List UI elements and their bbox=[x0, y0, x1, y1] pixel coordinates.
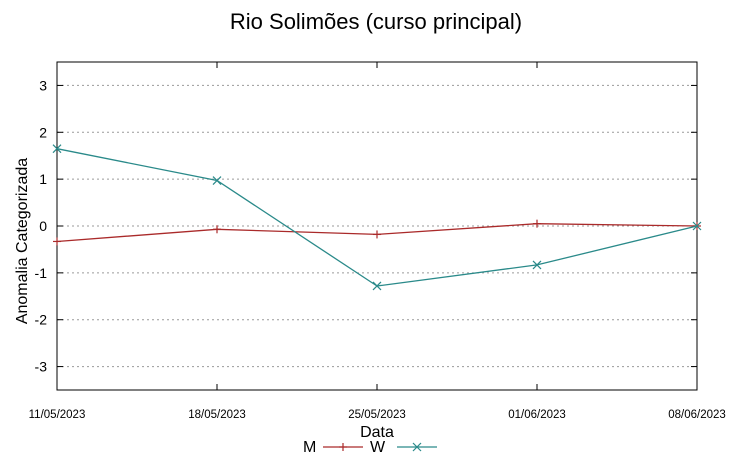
y-tick-label: -2 bbox=[35, 312, 48, 328]
data-point bbox=[692, 221, 702, 231]
x-tick-label: 01/06/2023 bbox=[508, 409, 566, 421]
x-tick-label: 11/05/2023 bbox=[29, 409, 86, 421]
data-point bbox=[533, 219, 541, 228]
y-tick-label: 2 bbox=[39, 124, 47, 140]
y-ticks: 3 2 1 0 -1 -2 -3 bbox=[35, 77, 697, 375]
grid-layer bbox=[57, 84, 697, 368]
x-tick-label: 18/05/2023 bbox=[188, 409, 246, 421]
y-tick-label: 1 bbox=[39, 171, 47, 187]
x-axis-label: Data bbox=[360, 424, 394, 441]
data-point bbox=[339, 443, 347, 451]
data-point bbox=[53, 237, 61, 246]
data-point bbox=[372, 281, 382, 291]
series-layer bbox=[52, 144, 702, 291]
chart-title: Rio Solimões (curso principal) bbox=[230, 9, 522, 34]
data-point bbox=[532, 260, 542, 270]
data-point bbox=[373, 230, 381, 239]
y-tick-label: -3 bbox=[35, 359, 48, 375]
data-point bbox=[213, 225, 221, 234]
series-line-W bbox=[56, 148, 698, 287]
y-tick-label: 3 bbox=[39, 77, 47, 93]
data-point bbox=[52, 144, 62, 154]
legend-label-W: W bbox=[370, 439, 386, 456]
y-tick-label: 0 bbox=[39, 218, 47, 234]
x-ticks: 11/05/2023 18/05/2023 25/05/2023 01/06/2023… bbox=[29, 62, 726, 421]
legend-label-M: M bbox=[303, 439, 316, 456]
y-axis-label: Anomalia Categorizada bbox=[14, 158, 31, 324]
data-point bbox=[212, 176, 222, 185]
data-point bbox=[412, 442, 422, 452]
y-tick-label: -1 bbox=[35, 265, 48, 281]
x-tick-label: 08/06/2023 bbox=[668, 409, 726, 421]
x-tick-label: 25/05/2023 bbox=[348, 409, 406, 421]
